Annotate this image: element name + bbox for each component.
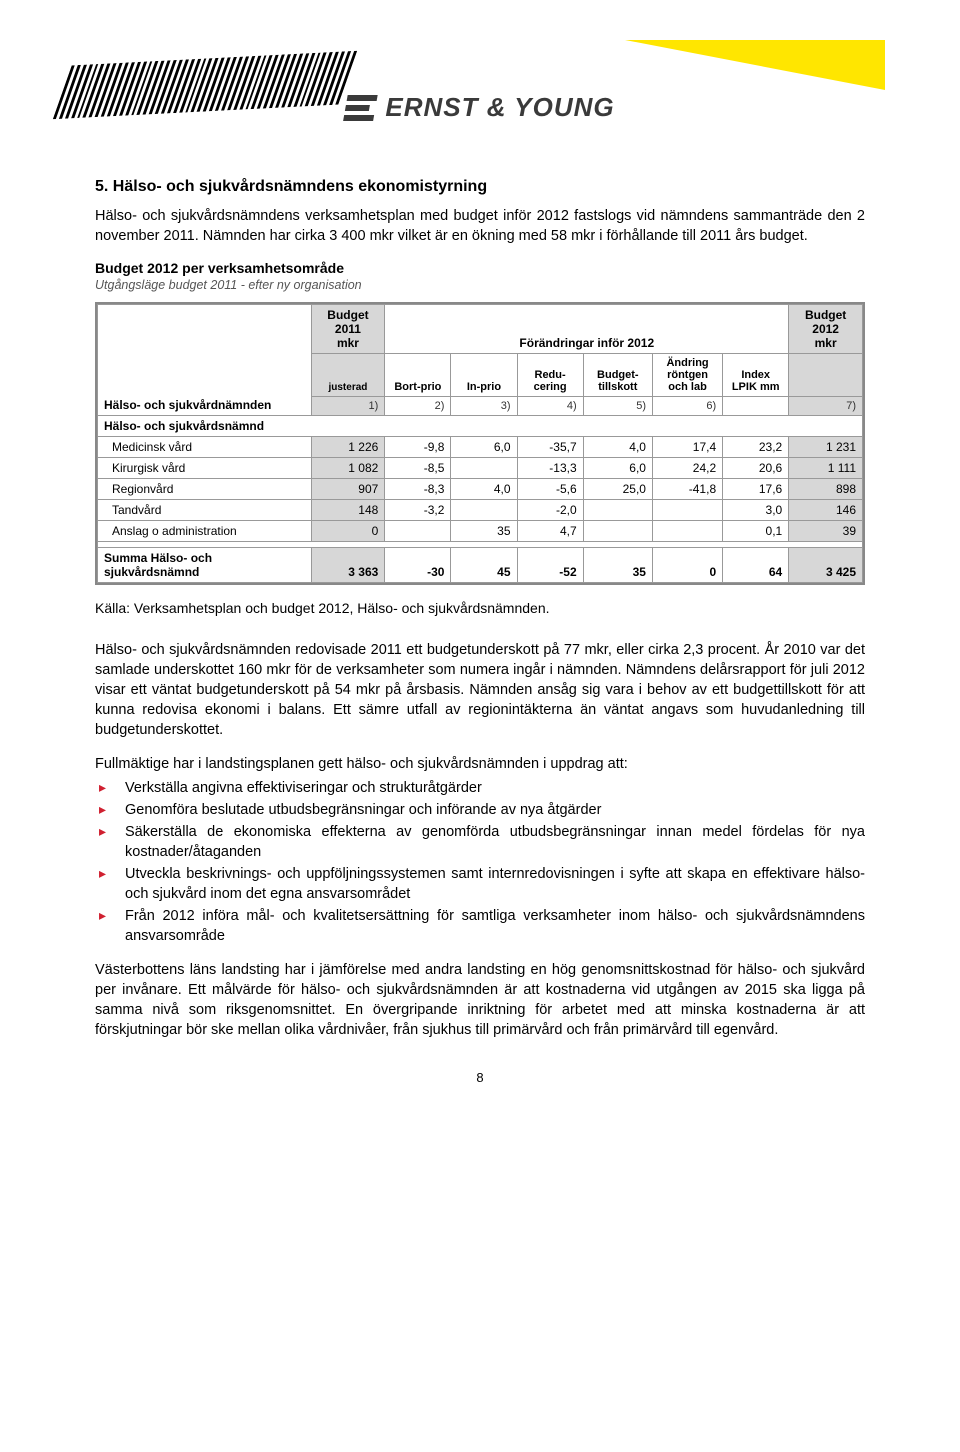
list-item: Från 2012 införa mål- och kvalitetsersät… [117,906,865,946]
body-paragraph-2: Västerbottens läns landsting har i jämfö… [95,960,865,1040]
list-item: Utveckla beskrivnings- och uppföljningss… [117,864,865,904]
list-item: Verkställa angivna effektiviseringar och… [117,778,865,798]
ey-logo-mark [343,95,378,121]
bullet-list: Verkställa angivna effektiviseringar och… [95,778,865,946]
list-intro: Fullmäktige har i landstingsplanen gett … [95,754,865,774]
table-source: Källa: Verksamhetsplan och budget 2012, … [95,599,865,618]
list-item: Genomföra beslutade utbudsbegränsningar … [117,800,865,820]
ey-logo: ERNST & YOUNG [345,92,614,123]
page-number: 8 [95,1070,865,1085]
yellow-wedge [625,40,885,90]
table-subcaption: Utgångsläge budget 2011 - efter ny organ… [95,278,865,292]
section-heading: 5. Hälso- och sjukvårdsnämndens ekonomis… [95,178,865,196]
body-paragraph-1: Hälso- och sjukvårdsnämnden redovisade 2… [95,640,865,740]
budget-table: Hälso- och sjukvårdnämndenBudget2011mkrF… [95,302,865,585]
ey-logo-text: ERNST & YOUNG [385,92,614,123]
table-caption: Budget 2012 per verksamhetsområde [95,260,865,276]
list-item: Säkerställa de ekonomiska effekterna av … [117,822,865,862]
intro-paragraph: Hälso- och sjukvårdsnämndens verksamhets… [95,206,865,246]
barcode-decoration [53,51,357,120]
page-header: ERNST & YOUNG [95,40,865,150]
